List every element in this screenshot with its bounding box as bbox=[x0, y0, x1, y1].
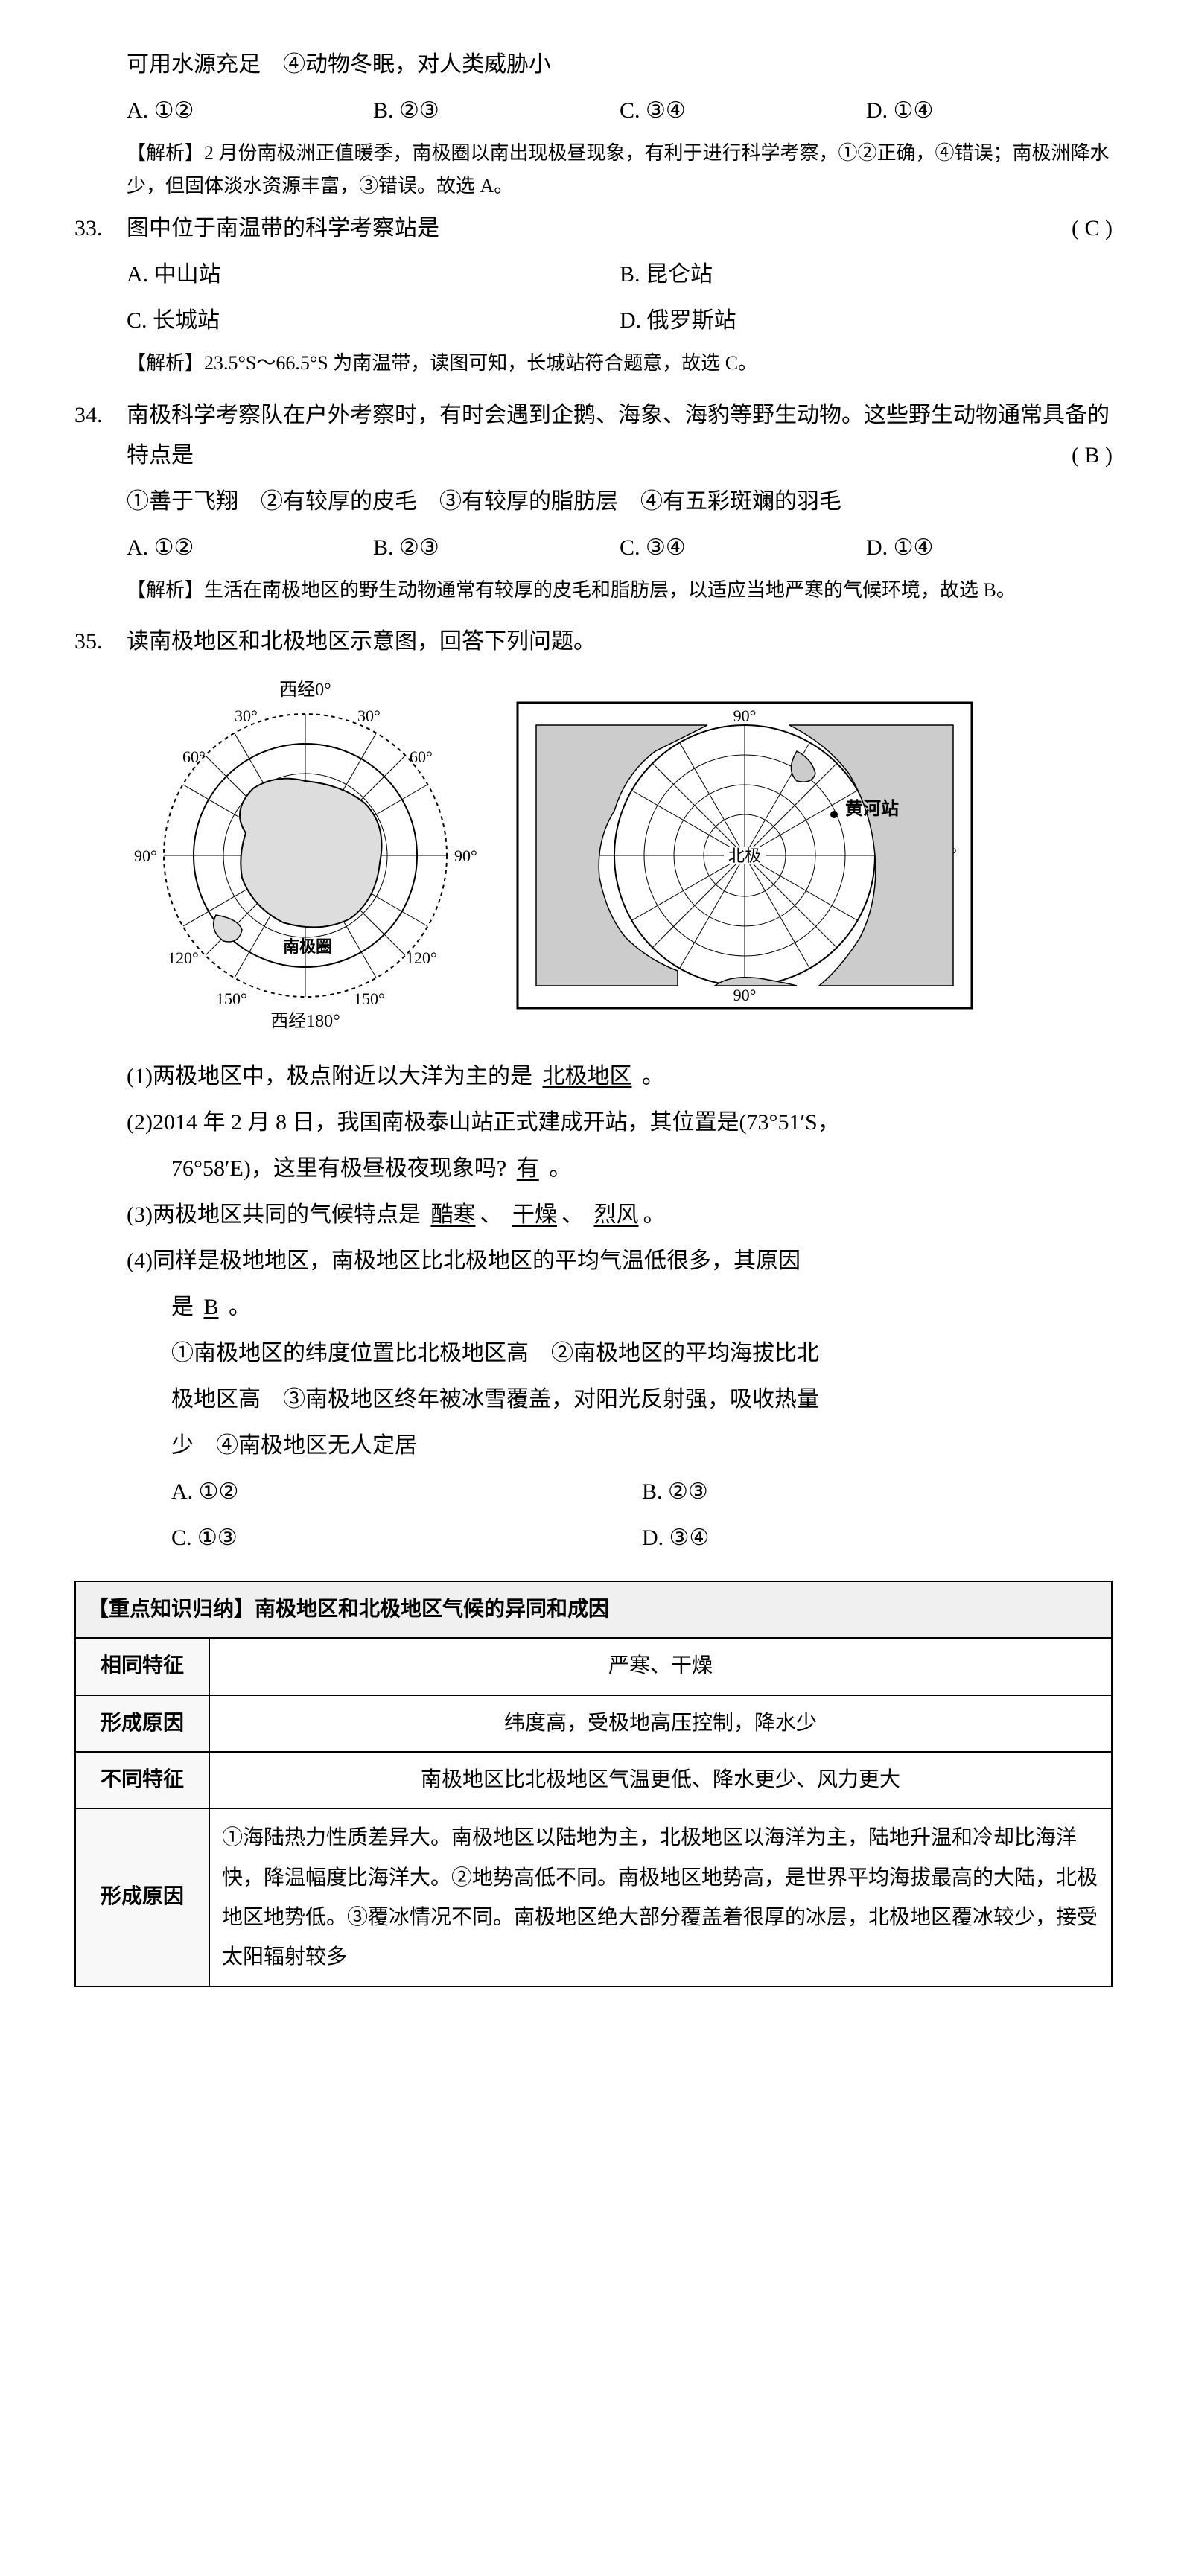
q34-analysis: 【解析】生活在南极地区的野生动物通常有较厚的皮毛和脂肪层，以适应当地严寒的气候环… bbox=[74, 574, 1113, 607]
option-b: B. 昆仑站 bbox=[620, 255, 1113, 295]
arctic-diagram: 90° 180° 0° 90° bbox=[514, 677, 976, 1034]
sub3-a1: 酷寒 bbox=[426, 1202, 480, 1227]
d1-120r: 120° bbox=[406, 949, 437, 967]
sub4-opt-a: A. ①② bbox=[171, 1472, 642, 1512]
row2-label: 形成原因 bbox=[75, 1695, 209, 1752]
q34-statements: ①善于飞翔 ②有较厚的皮毛 ③有较厚的脂肪层 ④有五彩斑斓的羽毛 bbox=[74, 482, 1113, 522]
question-35: 35. 读南极地区和北极地区示意图，回答下列问题。 西经0° bbox=[74, 622, 1113, 1558]
row3-label: 不同特征 bbox=[75, 1752, 209, 1808]
q34-text: 南极科学考察队在户外考察时，有时会遇到企鹅、海象、海豹等野生动物。这些野生动物通… bbox=[127, 403, 1110, 468]
sub1-post: 。 bbox=[642, 1064, 664, 1088]
q32-continuation: 可用水源充足 ④动物冬眠，对人类威胁小 bbox=[74, 45, 1113, 85]
d2-bottom: 90° bbox=[733, 986, 757, 1004]
option-c: C. 长城站 bbox=[127, 301, 620, 341]
sub2-post: 。 bbox=[549, 1156, 571, 1181]
option-b: B. ②③ bbox=[373, 91, 620, 131]
sub2-answer: 有 bbox=[512, 1156, 544, 1181]
q34-answer: ( B ) bbox=[1072, 436, 1113, 476]
option-d: D. ①④ bbox=[866, 91, 1113, 131]
label-bottom: 西经180° bbox=[270, 1011, 340, 1031]
q35-sub4-stm2: 极地区高 ③南极地区终年被冰雪覆盖，对阳光反射强，吸收热量 bbox=[74, 1380, 1113, 1420]
sub4-pre: 是 bbox=[171, 1295, 194, 1319]
table-header: 【重点知识归纳】南极地区和北极地区气候的异同和成因 bbox=[75, 1581, 1112, 1638]
summary-table: 【重点知识归纳】南极地区和北极地区气候的异同和成因 相同特征 严寒、干燥 形成原… bbox=[74, 1581, 1113, 1987]
sub1-answer: 北极地区 bbox=[538, 1064, 636, 1088]
option-b: B. ②③ bbox=[373, 528, 620, 568]
sub3-pre: (3)两极地区共同的气候特点是 bbox=[127, 1202, 421, 1227]
d1-90r: 90° bbox=[454, 847, 477, 865]
q35-sub1: (1)两极地区中，极点附近以大洋为主的是 北极地区 。 bbox=[74, 1056, 1113, 1097]
d1-150r: 150° bbox=[354, 989, 385, 1008]
d1-30l: 30° bbox=[235, 707, 258, 725]
diagrams-container: 西经0° 南极圈 bbox=[74, 677, 1113, 1034]
q33-analysis: 【解析】23.5°S～66.5°S 为南温带，读图可知，长城站符合题意，故选 C… bbox=[74, 347, 1113, 380]
sub3-a3: 烈风 bbox=[589, 1202, 643, 1227]
sub3-a2: 干燥 bbox=[508, 1202, 561, 1227]
sub1-pre: (1)两极地区中，极点附近以大洋为主的是 bbox=[127, 1064, 532, 1088]
antarctic-diagram: 西经0° 南极圈 bbox=[127, 677, 484, 1034]
question-33: 33. 图中位于南温带的科学考察站是 ( C ) A. 中山站 B. 昆仑站 C… bbox=[74, 208, 1113, 380]
q32-options: A. ①② B. ②③ C. ③④ D. ①④ bbox=[74, 91, 1113, 131]
q35-sub4-stm1: ①南极地区的纬度位置比北极地区高 ②南极地区的平均海拔比北 bbox=[74, 1333, 1113, 1374]
option-a: A. ①② bbox=[127, 91, 373, 131]
question-34: 34. 南极科学考察队在户外考察时，有时会遇到企鹅、海象、海豹等野生动物。这些野… bbox=[74, 395, 1113, 607]
q33-answer: ( C ) bbox=[1072, 208, 1113, 249]
d1-150l: 150° bbox=[216, 989, 247, 1008]
q35-sub4-line2: 是 B 。 bbox=[74, 1287, 1113, 1327]
q32-analysis: 【解析】2 月份南极洲正值暖季，南极圈以南出现极昼现象，有利于进行科学考察，①②… bbox=[74, 137, 1113, 203]
q33-text: 图中位于南温带的科学考察站是 bbox=[127, 208, 1057, 249]
q34-options: A. ①② B. ②③ C. ③④ D. ①④ bbox=[74, 528, 1113, 568]
sub2-pre: 76°58′E)，这里有极昼极夜现象吗? bbox=[171, 1156, 506, 1181]
d1-60r: 60° bbox=[410, 747, 433, 766]
label-top: 西经0° bbox=[279, 680, 331, 700]
q35-text: 读南极地区和北极地区示意图，回答下列问题。 bbox=[127, 622, 1113, 662]
d1-90l: 90° bbox=[134, 847, 157, 865]
q35-sub4-line1: (4)同样是极地地区，南极地区比北极地区的平均气温低很多，其原因 bbox=[74, 1241, 1113, 1281]
d2-station: 黄河站 bbox=[845, 799, 899, 819]
q34-number: 34. bbox=[74, 395, 127, 436]
q35-sub4-stm3: 少 ④南极地区无人定居 bbox=[74, 1426, 1113, 1466]
sub4-opt-c: C. ①③ bbox=[171, 1518, 642, 1558]
q35-number: 35. bbox=[74, 622, 127, 662]
row4-content: ①海陆热力性质差异大。南极地区以陆地为主，北极地区以海洋为主，陆地升温和冷却比海… bbox=[209, 1808, 1112, 1986]
d1-60l: 60° bbox=[182, 747, 206, 766]
row4-label: 形成原因 bbox=[75, 1808, 209, 1986]
row3-content: 南极地区比北极地区气温更低、降水更少、风力更大 bbox=[209, 1752, 1112, 1808]
q35-sub2-line2: 76°58′E)，这里有极昼极夜现象吗? 有 。 bbox=[74, 1149, 1113, 1189]
option-a: A. 中山站 bbox=[127, 255, 620, 295]
d2-center: 北极 bbox=[728, 847, 761, 865]
q35-sub3: (3)两极地区共同的气候特点是 酷寒、 干燥、 烈风。 bbox=[74, 1195, 1113, 1235]
label-circle: 南极圈 bbox=[283, 937, 332, 956]
sub4-opt-b: B. ②③ bbox=[642, 1472, 1113, 1512]
option-d: D. 俄罗斯站 bbox=[620, 301, 1113, 341]
sub4-post: 。 bbox=[229, 1295, 251, 1319]
row2-content: 纬度高，受极地高压控制，降水少 bbox=[209, 1695, 1112, 1752]
sub4-opt-d: D. ③④ bbox=[642, 1518, 1113, 1558]
q35-sub2-line1: (2)2014 年 2 月 8 日，我国南极泰山站正式建成开站，其位置是(73°… bbox=[74, 1103, 1113, 1143]
d1-30r: 30° bbox=[357, 707, 381, 725]
option-c: C. ③④ bbox=[620, 528, 866, 568]
option-d: D. ①④ bbox=[866, 528, 1113, 568]
q33-number: 33. bbox=[74, 208, 127, 249]
d1-120l: 120° bbox=[168, 949, 199, 967]
row1-label: 相同特征 bbox=[75, 1638, 209, 1695]
d2-top: 90° bbox=[733, 707, 757, 725]
row1-content: 严寒、干燥 bbox=[209, 1638, 1112, 1695]
sub4-answer: B bbox=[200, 1295, 223, 1319]
option-a: A. ①② bbox=[127, 528, 373, 568]
option-c: C. ③④ bbox=[620, 91, 866, 131]
